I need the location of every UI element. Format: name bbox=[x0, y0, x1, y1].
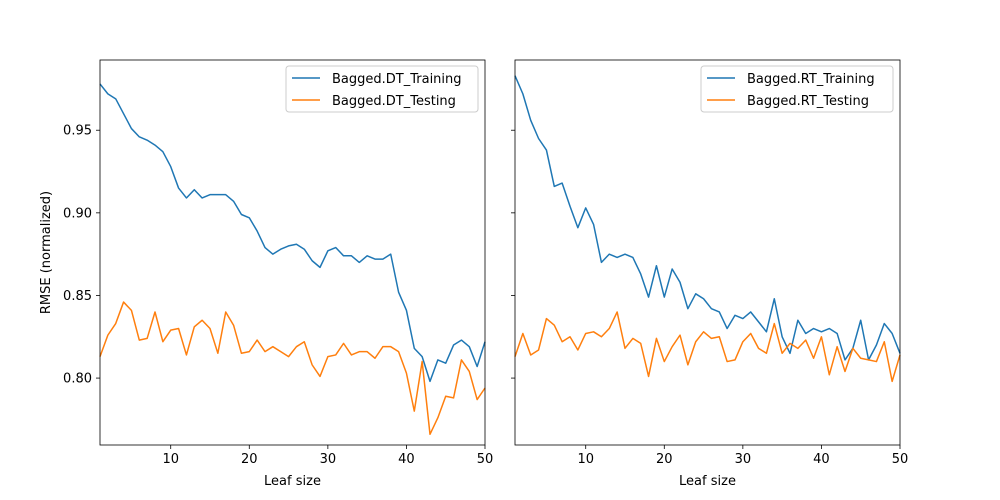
right-chart: 10 20 30 40 50 Leaf size Bagged.RT_Training … bbox=[511, 59, 908, 489]
y-tick-label: 0.80 bbox=[63, 372, 92, 387]
right-legend-label-testing: Bagged.RT_Testing bbox=[747, 94, 869, 109]
y-tick-label: 0.95 bbox=[63, 124, 92, 139]
right-x-axis-label: Leaf size bbox=[679, 474, 736, 489]
series-line-training bbox=[514, 75, 901, 361]
x-tick-label: 20 bbox=[241, 452, 258, 467]
left-axes-frame bbox=[99, 59, 486, 446]
x-tick-label: 10 bbox=[162, 452, 179, 467]
x-tick-label: 50 bbox=[477, 452, 494, 467]
right-lines bbox=[514, 75, 901, 383]
x-tick-label: 50 bbox=[892, 452, 909, 467]
x-tick-label: 30 bbox=[735, 452, 752, 467]
series-line-training bbox=[99, 83, 486, 383]
left-x-axis-label: Leaf size bbox=[264, 474, 321, 489]
right-axes-frame bbox=[514, 59, 901, 446]
x-tick-label: 10 bbox=[577, 452, 594, 467]
left-legend-box bbox=[285, 65, 479, 113]
x-tick-label: 30 bbox=[320, 452, 337, 467]
left-legend-label-training: Bagged.DT_Training bbox=[332, 72, 462, 87]
x-tick-label: 40 bbox=[398, 452, 415, 467]
left-yticks: 0.80 0.85 0.90 0.95 bbox=[63, 124, 100, 387]
left-lines bbox=[99, 83, 486, 436]
left-chart: 10 20 30 40 50 0.80 0.85 0.90 0.95 Leaf size RM… bbox=[39, 59, 493, 489]
left-legend: Bagged.DT_Training Bagged.DT_Testing bbox=[285, 65, 479, 113]
right-legend: Bagged.RT_Training Bagged.RT_Testing bbox=[700, 65, 894, 113]
left-y-axis-label: RMSE (normalized) bbox=[39, 191, 54, 314]
y-tick-label: 0.90 bbox=[63, 206, 92, 221]
right-xticks: 10 20 30 40 50 bbox=[577, 445, 908, 467]
series-line-testing bbox=[514, 311, 901, 383]
x-tick-label: 20 bbox=[656, 452, 673, 467]
left-xticks: 10 20 30 40 50 bbox=[162, 445, 493, 467]
y-tick-label: 0.85 bbox=[63, 289, 92, 304]
right-legend-box bbox=[700, 65, 894, 113]
right-legend-label-training: Bagged.RT_Training bbox=[747, 72, 875, 87]
right-yticks bbox=[511, 129, 515, 379]
left-legend-label-testing: Bagged.DT_Testing bbox=[332, 94, 456, 109]
series-line-testing bbox=[99, 301, 486, 436]
x-tick-label: 40 bbox=[813, 452, 830, 467]
